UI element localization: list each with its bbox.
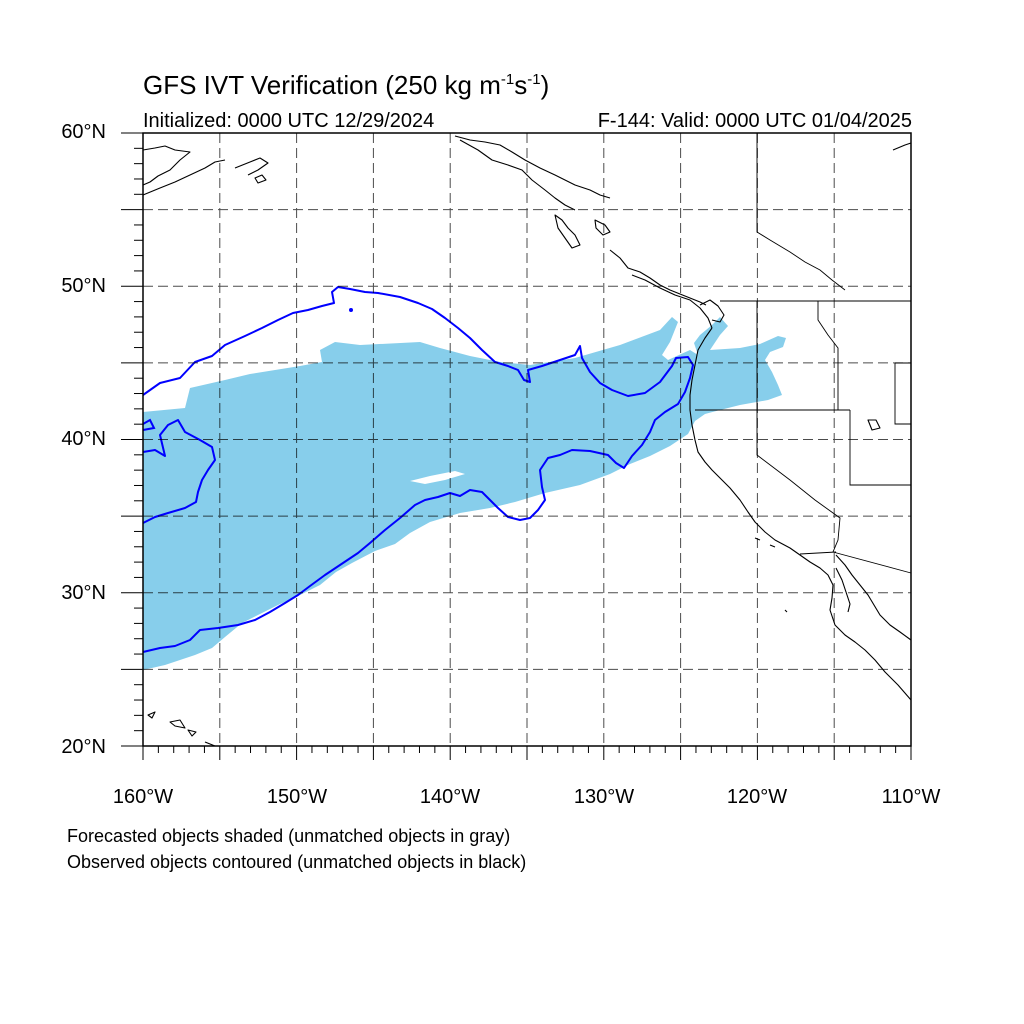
coastlines <box>142 135 912 747</box>
lat-label-60: 60°N <box>61 121 106 143</box>
note-observed: Observed objects contoured (unmatched ob… <box>67 852 527 872</box>
valid-time: F-144: Valid: 0000 UTC 01/04/2025 <box>597 110 912 132</box>
observed-ivt-contour-west <box>142 419 216 524</box>
map-gridlines <box>143 133 911 746</box>
lat-label-40: 40°N <box>61 428 106 450</box>
forecast-hole <box>410 471 465 484</box>
note-forecast: Forecasted objects shaded (unmatched obj… <box>67 826 511 846</box>
lat-label-20: 20°N <box>61 736 106 758</box>
observed-ivt-contour <box>142 286 694 653</box>
lon-label-130w: 130°W <box>573 786 635 808</box>
lon-label-120w: 120°W <box>726 786 788 808</box>
lon-label-160w: 160°W <box>112 786 174 808</box>
observed-ivt-dot <box>349 308 353 312</box>
lon-label-140w: 140°W <box>419 786 481 808</box>
lon-label-110w: 110°W <box>881 786 941 808</box>
lat-label-50: 50°N <box>61 275 106 297</box>
initialized-time: Initialized: 0000 UTC 12/29/2024 <box>143 110 435 132</box>
lon-label-150w: 150°W <box>266 786 328 808</box>
observed-ivt-contour-west-notch <box>142 418 156 431</box>
lat-label-30: 30°N <box>61 582 106 604</box>
map-title: GFS IVT Verification (250 kg m-1s-1) <box>143 70 550 100</box>
map-ticks <box>121 132 912 760</box>
